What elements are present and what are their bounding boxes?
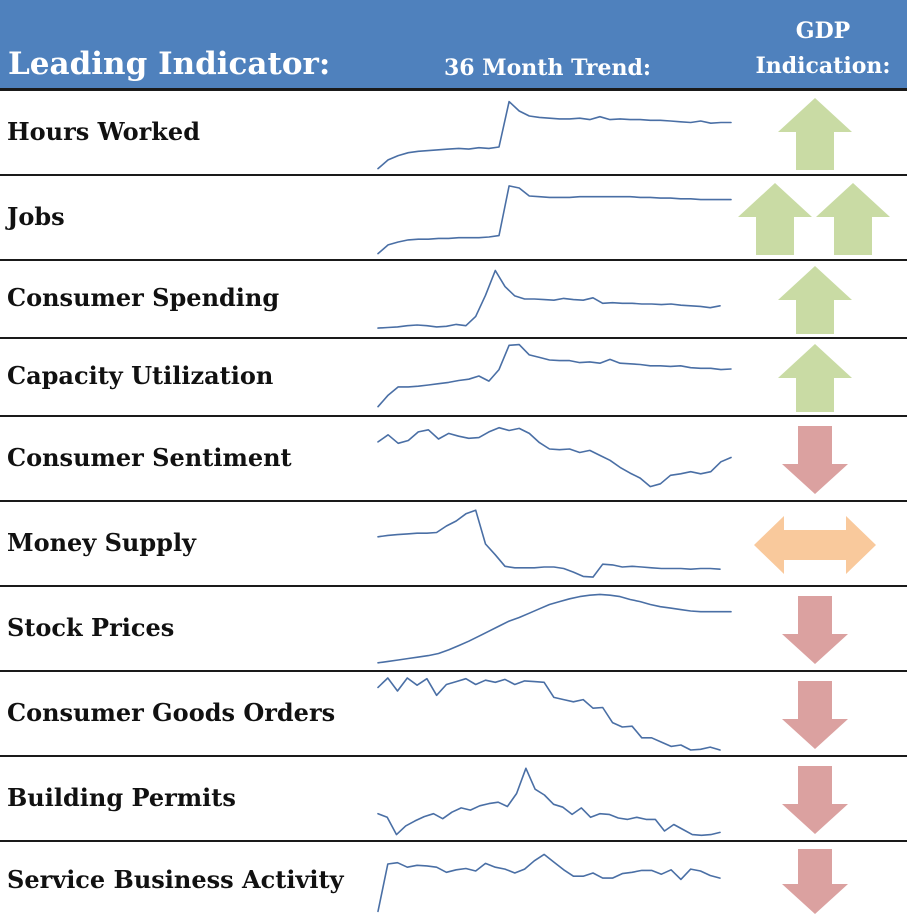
- trend-line: [377, 343, 732, 408]
- indicator-label: Capacity Utilization: [7, 361, 274, 390]
- indicator-label: Stock Prices: [7, 612, 175, 642]
- trend-sparkline: [377, 853, 721, 913]
- table-header: Leading Indicator: 36 Month Trend: GDP I…: [0, 0, 907, 91]
- down-arrow-shape: [782, 425, 848, 494]
- trend-sparkline: [377, 426, 732, 488]
- header-36-month-trend: 36 Month Trend:: [444, 55, 651, 81]
- indicator-label: Jobs: [7, 201, 65, 231]
- trend-line: [377, 853, 721, 913]
- table-row: Building Permits: [0, 757, 907, 842]
- down-arrow-icon: [782, 765, 848, 834]
- indicator-label: Money Supply: [7, 527, 196, 557]
- down-arrow-icon: [782, 680, 848, 749]
- down-arrow-shape: [782, 849, 848, 914]
- up-arrow-shape: [816, 182, 890, 255]
- up-arrow-icon: [778, 344, 852, 412]
- header-gdp-line1: GDP: [795, 18, 851, 44]
- up-arrow-icon: [778, 266, 852, 334]
- trend-sparkline: [377, 185, 732, 255]
- indicator-label: Consumer Goods Orders: [7, 697, 336, 727]
- trend-line: [377, 509, 721, 578]
- trend-sparkline: [377, 767, 721, 837]
- trend-sparkline: [377, 509, 721, 578]
- table-row: Hours Worked: [0, 91, 907, 176]
- trend-line: [377, 767, 721, 837]
- indicator-label: Consumer Sentiment: [7, 442, 292, 472]
- up-arrow-shape: [738, 182, 812, 255]
- double-arrow-icon: [754, 515, 876, 574]
- trend-line: [377, 185, 732, 255]
- trend-line: [377, 426, 732, 488]
- table-row: Service Business Activity: [0, 842, 907, 921]
- table-row: Consumer Sentiment: [0, 417, 907, 502]
- down-arrow-shape: [782, 680, 848, 749]
- table-row: Capacity Utilization: [0, 339, 907, 417]
- trend-sparkline: [377, 677, 721, 751]
- down-arrow-icon: [782, 849, 848, 914]
- table-row: Consumer Goods Orders: [0, 672, 907, 757]
- header-leading-indicator: Leading Indicator:: [8, 46, 331, 82]
- indicator-label: Consumer Spending: [7, 283, 280, 312]
- neutral-arrow-shape: [754, 515, 876, 574]
- trend-line: [377, 677, 721, 751]
- trend-line: [377, 100, 732, 170]
- table-row: Consumer Spending: [0, 261, 907, 339]
- trend-sparkline: [377, 593, 732, 664]
- indicator-label: Hours Worked: [7, 116, 200, 146]
- up-arrow-icon: [816, 182, 890, 255]
- down-arrow-shape: [782, 595, 848, 664]
- trend-line: [377, 269, 721, 329]
- indicator-label: Building Permits: [7, 782, 236, 812]
- trend-sparkline: [377, 100, 732, 170]
- indicator-label: Service Business Activity: [7, 864, 344, 894]
- up-arrow-shape: [778, 266, 852, 334]
- trend-sparkline: [377, 343, 732, 408]
- table-row: Jobs: [0, 176, 907, 261]
- table-row: Money Supply: [0, 502, 907, 587]
- up-arrow-icon: [778, 97, 852, 170]
- trend-line: [377, 593, 732, 664]
- down-arrow-icon: [782, 595, 848, 664]
- header-gdp-line2: Indication:: [755, 53, 891, 79]
- trend-sparkline: [377, 269, 721, 329]
- table-row: Stock Prices: [0, 587, 907, 672]
- up-arrow-shape: [778, 97, 852, 170]
- header-gdp-indication: GDP Indication:: [750, 14, 896, 84]
- up-arrow-icon: [738, 182, 812, 255]
- down-arrow-icon: [782, 425, 848, 494]
- down-arrow-shape: [782, 765, 848, 834]
- up-arrow-shape: [778, 344, 852, 412]
